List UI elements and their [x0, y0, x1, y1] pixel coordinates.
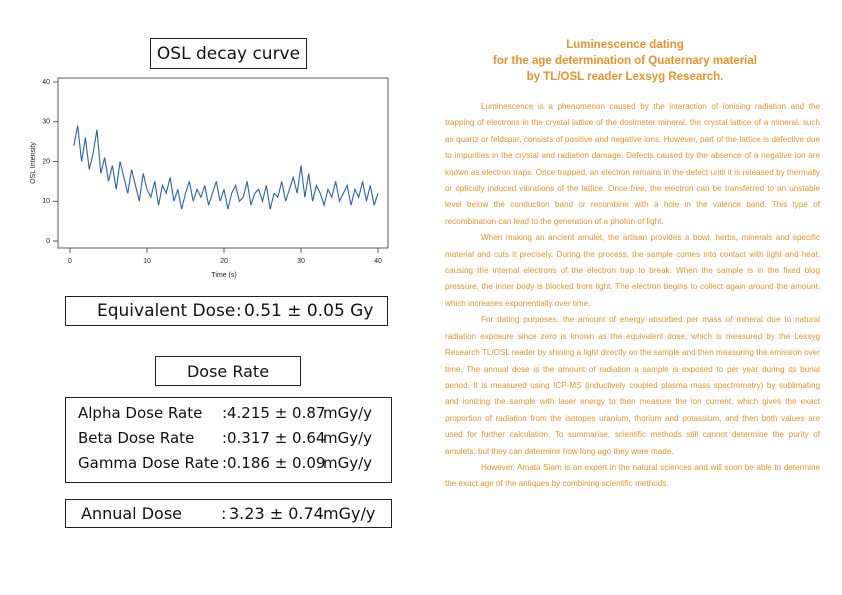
y-tick-label: 30 — [42, 119, 50, 126]
value: 0.51 ± 0.05 Gy — [244, 301, 374, 321]
plot-frame — [57, 77, 389, 249]
paragraph: However, Amata Siam is an expert in the … — [445, 462, 820, 489]
title-line: by TL/OSL reader Lexsyg Research. — [526, 71, 724, 83]
title-line: for the age determination of Quaternary … — [493, 55, 757, 67]
x-tick-label: 20 — [220, 258, 228, 265]
dose-rate-title-box: Dose Rate — [155, 356, 301, 386]
dose-rate-box: Alpha Dose Rate:4.215 ± 0.87 mGy/y Beta Do… — [65, 397, 392, 483]
equivalent-dose-box: Equivalent Dose : 0.51 ± 0.05 Gy — [65, 296, 388, 326]
paragraph: Luminescence is a phenomenon caused by t… — [445, 102, 820, 226]
article-title: Luminescence dating for the age determina… — [470, 37, 780, 85]
y-tick-label: 20 — [42, 158, 50, 165]
dose-rate-title: Dose Rate — [186, 362, 270, 381]
chart-title-box: OSL decay curve — [150, 38, 307, 69]
chart-title: OSL decay curve — [156, 44, 301, 64]
data-line — [73, 125, 379, 210]
article-body: Luminescence is a phenomenon caused by t… — [445, 99, 820, 493]
x-tick-label: 40 — [374, 258, 382, 265]
separator: : — [236, 301, 242, 321]
rate-value: 4.215 ± 0.87 — [227, 404, 326, 422]
unit: mGy/y — [323, 504, 376, 523]
x-tick-label: 0 — [68, 258, 72, 265]
rate-label: Alpha Dose Rate — [78, 404, 203, 422]
label: Equivalent Dose — [97, 301, 236, 321]
rate-unit: mGy/y — [323, 404, 373, 422]
annual-dose-box: Annual Dose : 3.23 ± 0.74 mGy/y — [65, 499, 392, 528]
x-tick-label: 30 — [297, 258, 305, 265]
y-tick-label: 40 — [42, 79, 50, 86]
y-tick-label: 0 — [46, 238, 50, 245]
rate-sep: : — [222, 454, 228, 472]
rate-sep: : — [222, 404, 228, 422]
label: Annual Dose — [81, 504, 182, 523]
x-tick-label: 10 — [143, 258, 151, 265]
value: 3.23 ± 0.74 — [229, 504, 324, 523]
rate-unit: mGy/y — [323, 454, 373, 472]
chart: 0 10 20 30 40 0 10 20 30 40 Time (s) OSL Intensity — [30, 77, 389, 279]
separator: : — [221, 504, 227, 523]
rate-label: Gamma Dose Rate — [78, 454, 219, 472]
rate-sep: : — [222, 429, 228, 447]
rate-unit: mGy/y — [323, 429, 373, 447]
paragraph: When making an ancient amulet, the artis… — [445, 233, 820, 308]
title-line: Luminescence dating — [566, 39, 684, 51]
rate-value: 0.317 ± 0.64 — [227, 429, 326, 447]
x-axis-label: Time (s) — [211, 272, 236, 279]
paragraph: For dating purposes, the amount of energ… — [445, 315, 820, 456]
rate-value: 0.186 ± 0.09 — [227, 454, 326, 472]
y-axis-label: OSL Intensity — [30, 142, 37, 184]
y-tick-label: 10 — [42, 198, 50, 205]
rate-label: Beta Dose Rate — [78, 429, 195, 447]
